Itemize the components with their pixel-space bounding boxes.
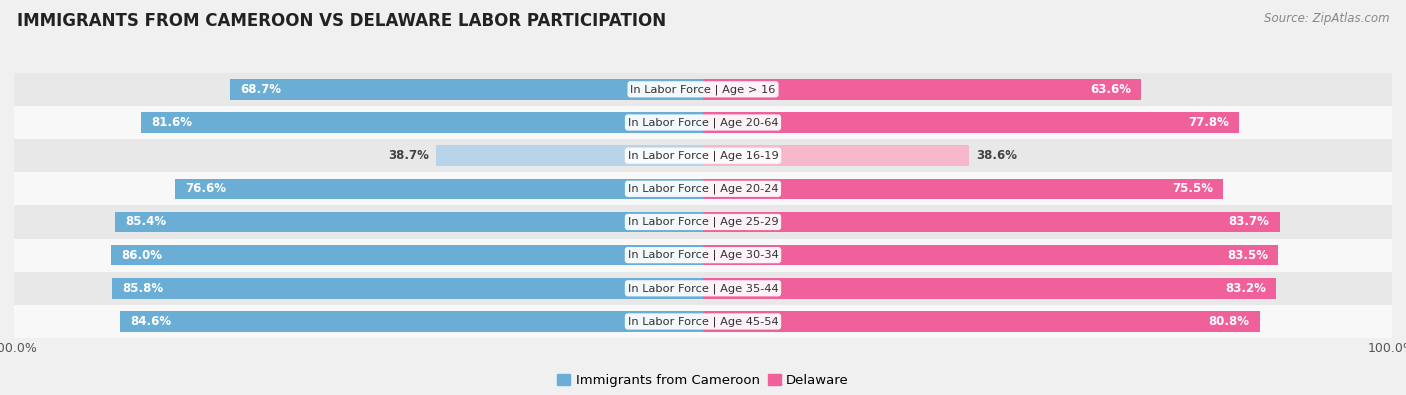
Text: In Labor Force | Age > 16: In Labor Force | Age > 16 [630, 84, 776, 94]
Text: 75.5%: 75.5% [1171, 182, 1213, 195]
Text: 85.8%: 85.8% [122, 282, 163, 295]
Bar [14, 272, 1392, 305]
Text: 83.5%: 83.5% [1227, 248, 1268, 261]
Text: In Labor Force | Age 20-24: In Labor Force | Age 20-24 [627, 184, 779, 194]
Bar [14, 305, 1392, 338]
Text: 38.7%: 38.7% [388, 149, 429, 162]
Bar [229, 79, 703, 100]
Text: Source: ZipAtlas.com: Source: ZipAtlas.com [1264, 12, 1389, 25]
Bar [14, 205, 1392, 239]
Text: In Labor Force | Age 30-34: In Labor Force | Age 30-34 [627, 250, 779, 260]
Bar [14, 172, 1392, 205]
Text: 84.6%: 84.6% [131, 315, 172, 328]
Text: 38.6%: 38.6% [976, 149, 1017, 162]
Bar [703, 179, 1223, 199]
Text: 83.7%: 83.7% [1229, 216, 1270, 228]
Bar [703, 278, 1277, 299]
Bar [111, 245, 703, 265]
Text: In Labor Force | Age 20-64: In Labor Force | Age 20-64 [627, 117, 779, 128]
Bar [436, 145, 703, 166]
Bar [703, 79, 1142, 100]
Bar [703, 112, 1239, 133]
Bar [703, 245, 1278, 265]
Bar [176, 179, 703, 199]
Bar [120, 311, 703, 332]
Text: In Labor Force | Age 35-44: In Labor Force | Age 35-44 [627, 283, 779, 293]
Text: In Labor Force | Age 25-29: In Labor Force | Age 25-29 [627, 217, 779, 227]
Text: 77.8%: 77.8% [1188, 116, 1229, 129]
Text: 80.8%: 80.8% [1208, 315, 1250, 328]
Bar [703, 212, 1279, 232]
Bar [703, 145, 969, 166]
Text: 68.7%: 68.7% [240, 83, 281, 96]
Text: In Labor Force | Age 16-19: In Labor Force | Age 16-19 [627, 150, 779, 161]
Bar [141, 112, 703, 133]
Text: 63.6%: 63.6% [1090, 83, 1130, 96]
Text: 86.0%: 86.0% [121, 248, 162, 261]
Legend: Immigrants from Cameroon, Delaware: Immigrants from Cameroon, Delaware [553, 369, 853, 392]
Bar [14, 73, 1392, 106]
Bar [703, 311, 1260, 332]
Bar [14, 106, 1392, 139]
Bar [112, 278, 703, 299]
Text: 85.4%: 85.4% [125, 216, 166, 228]
Bar [14, 239, 1392, 272]
Text: 76.6%: 76.6% [186, 182, 226, 195]
Bar [115, 212, 703, 232]
Text: 83.2%: 83.2% [1225, 282, 1265, 295]
Text: In Labor Force | Age 45-54: In Labor Force | Age 45-54 [627, 316, 779, 327]
Text: IMMIGRANTS FROM CAMEROON VS DELAWARE LABOR PARTICIPATION: IMMIGRANTS FROM CAMEROON VS DELAWARE LAB… [17, 12, 666, 30]
Bar [14, 139, 1392, 172]
Text: 81.6%: 81.6% [152, 116, 193, 129]
